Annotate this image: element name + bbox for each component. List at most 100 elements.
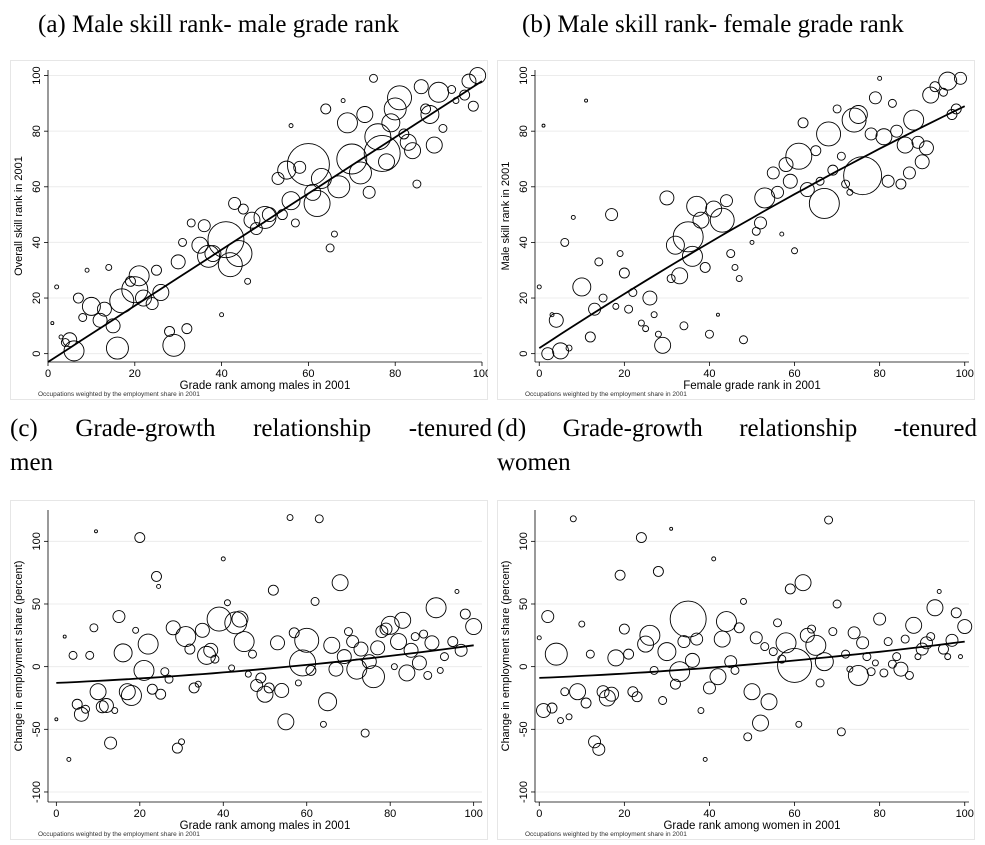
data-point <box>570 214 576 220</box>
data-point <box>277 160 297 180</box>
data-point <box>536 703 551 718</box>
data-point <box>66 756 72 762</box>
y-tick-label: 40 <box>518 236 530 248</box>
data-point <box>184 643 196 655</box>
data-point <box>779 231 785 237</box>
y-axis-label: Change in employment share (percent) <box>500 561 512 752</box>
data-point <box>607 649 625 667</box>
data-point <box>652 565 664 577</box>
y-tick-label: 100 <box>31 66 43 84</box>
data-point <box>447 636 459 648</box>
data-point <box>560 687 570 697</box>
data-point <box>815 678 825 688</box>
data-point <box>81 296 101 316</box>
chart-panel-b: 0 20 40 60 80 100 0 20 40 60 80 100 Female grade ran… <box>497 60 975 400</box>
data-point <box>690 632 704 646</box>
data-point <box>903 109 925 131</box>
data-point <box>684 652 700 668</box>
y-tick-label: 80 <box>31 125 43 137</box>
y-tick-label: 0 <box>31 351 43 357</box>
y-tick-label: -50 <box>518 721 530 737</box>
data-point <box>797 117 809 129</box>
data-point <box>344 627 353 637</box>
chart-frame <box>10 60 488 400</box>
data-point <box>743 683 761 701</box>
y-tick-label: 20 <box>31 292 43 304</box>
data-point <box>552 342 569 360</box>
data-point <box>98 698 114 713</box>
data-point <box>165 620 181 636</box>
data-point <box>133 659 155 681</box>
data-point <box>225 240 253 267</box>
data-point <box>743 732 753 742</box>
data-point <box>881 174 895 188</box>
chart-panel-d: 0 20 40 60 80 100 -100 -50 0 50 100 Grade rank amon… <box>497 500 975 840</box>
data-point <box>784 583 796 595</box>
data-point <box>843 156 883 196</box>
data-point <box>128 265 150 287</box>
fitted-line <box>47 80 483 363</box>
data-point <box>303 190 331 217</box>
x-tick-label: 0 <box>45 368 51 380</box>
data-point <box>794 574 812 592</box>
data-point <box>340 98 346 104</box>
data-point <box>828 627 838 637</box>
data-point <box>731 263 739 271</box>
data-point <box>846 665 854 673</box>
data-point <box>677 635 691 649</box>
data-point <box>584 98 589 103</box>
data-point <box>370 640 386 656</box>
data-point <box>654 330 662 338</box>
data-point <box>228 664 236 672</box>
data-point <box>681 245 703 267</box>
data-point <box>423 670 433 680</box>
x-tick-label: 20 <box>134 808 146 820</box>
data-point <box>378 153 395 171</box>
data-point <box>95 700 109 714</box>
fitted-line <box>56 644 474 684</box>
data-point <box>642 325 650 333</box>
data-point <box>665 235 685 255</box>
data-point <box>353 641 369 657</box>
data-point <box>413 79 429 95</box>
data-point <box>73 706 89 722</box>
data-point <box>403 642 419 658</box>
y-tick-label: 100 <box>518 66 530 84</box>
data-point <box>62 332 78 348</box>
data-point <box>919 140 934 156</box>
data-point <box>94 529 98 534</box>
data-point <box>467 100 479 112</box>
data-point <box>304 183 322 201</box>
x-tick-label: 100 <box>473 368 488 380</box>
x-tick-label: 100 <box>956 808 974 820</box>
data-point <box>703 681 716 695</box>
data-point <box>614 569 626 581</box>
data-point <box>777 654 787 664</box>
weighting-note: Occupations weighted by the employment s… <box>525 391 687 398</box>
data-point <box>709 207 735 233</box>
data-point <box>310 597 320 606</box>
data-point <box>605 208 619 222</box>
x-tick-label: 0 <box>536 368 542 380</box>
data-point <box>362 185 376 199</box>
data-point <box>733 622 745 634</box>
data-point <box>454 589 460 594</box>
x-tick-label: 20 <box>618 808 630 820</box>
fitted-line <box>538 105 966 349</box>
y-tick-label: 60 <box>31 181 43 193</box>
data-point <box>89 623 99 633</box>
data-point <box>375 625 389 639</box>
data-point <box>883 637 893 647</box>
x-axis-label: Grade rank among males in 2001 <box>180 380 351 392</box>
data-point <box>105 336 129 360</box>
data-point <box>68 650 78 660</box>
data-point <box>922 86 940 104</box>
data-point <box>624 304 634 314</box>
data-point <box>398 664 416 682</box>
data-point <box>160 667 170 677</box>
data-point <box>892 652 902 662</box>
data-point <box>549 312 555 318</box>
data-point <box>618 623 630 635</box>
data-point <box>877 75 883 81</box>
data-point <box>228 197 242 210</box>
